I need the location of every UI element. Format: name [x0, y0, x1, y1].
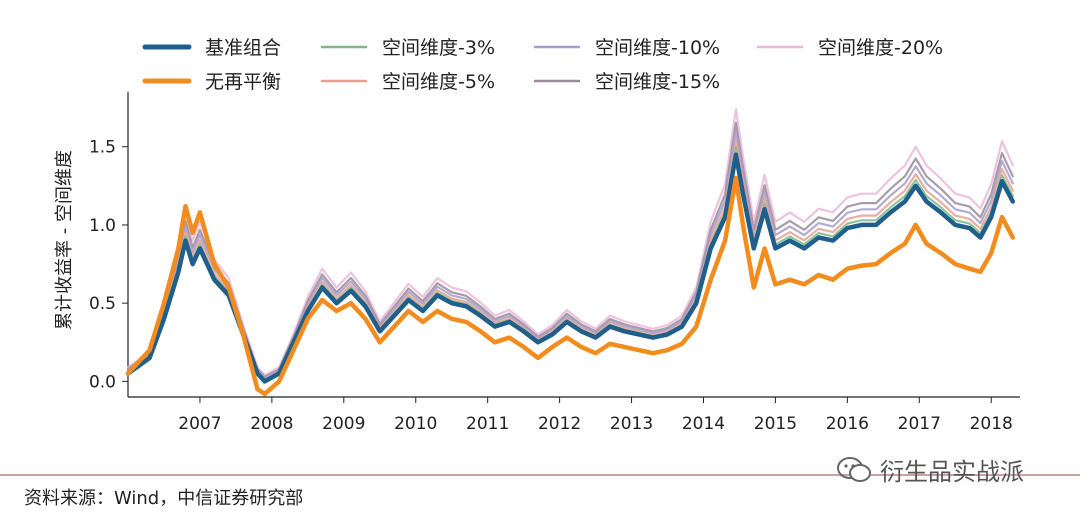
series-layer: [125, 108, 1016, 397]
x-tick-label: 2011: [466, 414, 509, 434]
series-line-6: [126, 108, 1014, 377]
series-line-2: [126, 146, 1014, 382]
y-tick-label: 1.5: [89, 138, 116, 158]
legend-label-2: 空间维度-3%: [382, 37, 495, 59]
x-tick-label: 2013: [610, 414, 653, 434]
series-line-0: [125, 152, 1016, 384]
footer-source: 资料来源：Wind，中信证券研究部: [24, 488, 304, 509]
legend-label-5: 空间维度-15%: [595, 71, 720, 93]
x-tick-label: 2014: [682, 414, 725, 434]
y-tick-label: 0.0: [89, 372, 116, 392]
x-tick-label: 2016: [826, 414, 869, 434]
y-axis-label: 累计收益率 - 空间维度: [54, 150, 75, 330]
x-tick-label: 2017: [898, 414, 941, 434]
wechat-icon: [837, 456, 871, 482]
x-tick-label: 2007: [178, 414, 221, 434]
y-tick-label: 0.5: [89, 294, 116, 314]
legend-label-0: 基准组合: [205, 37, 281, 59]
x-tick-label: 2015: [754, 414, 797, 434]
legend-label-4: 空间维度-10%: [595, 37, 720, 59]
legend-label-1: 无再平衡: [205, 71, 281, 93]
legend-label-6: 空间维度-20%: [818, 37, 943, 59]
watermark: 衍生品实战派: [836, 452, 1024, 487]
series-line-1: [125, 175, 1016, 397]
x-tick-label: 2018: [970, 414, 1013, 434]
x-tick-label: 2008: [250, 414, 293, 434]
x-tick-label: 2010: [394, 414, 437, 434]
y-tick-label: 1.0: [89, 216, 116, 236]
x-tick-label: 2012: [538, 414, 581, 434]
x-tick-label: 2009: [322, 414, 365, 434]
legend-label-3: 空间维度-5%: [382, 71, 495, 93]
watermark-text: 衍生品实战派: [880, 458, 1024, 486]
footer-divider: [0, 474, 1080, 476]
axes: 0.0 0.5 1.0 1.5 2007 2008 2009 2010 2011 2012 2013…: [89, 92, 1020, 434]
